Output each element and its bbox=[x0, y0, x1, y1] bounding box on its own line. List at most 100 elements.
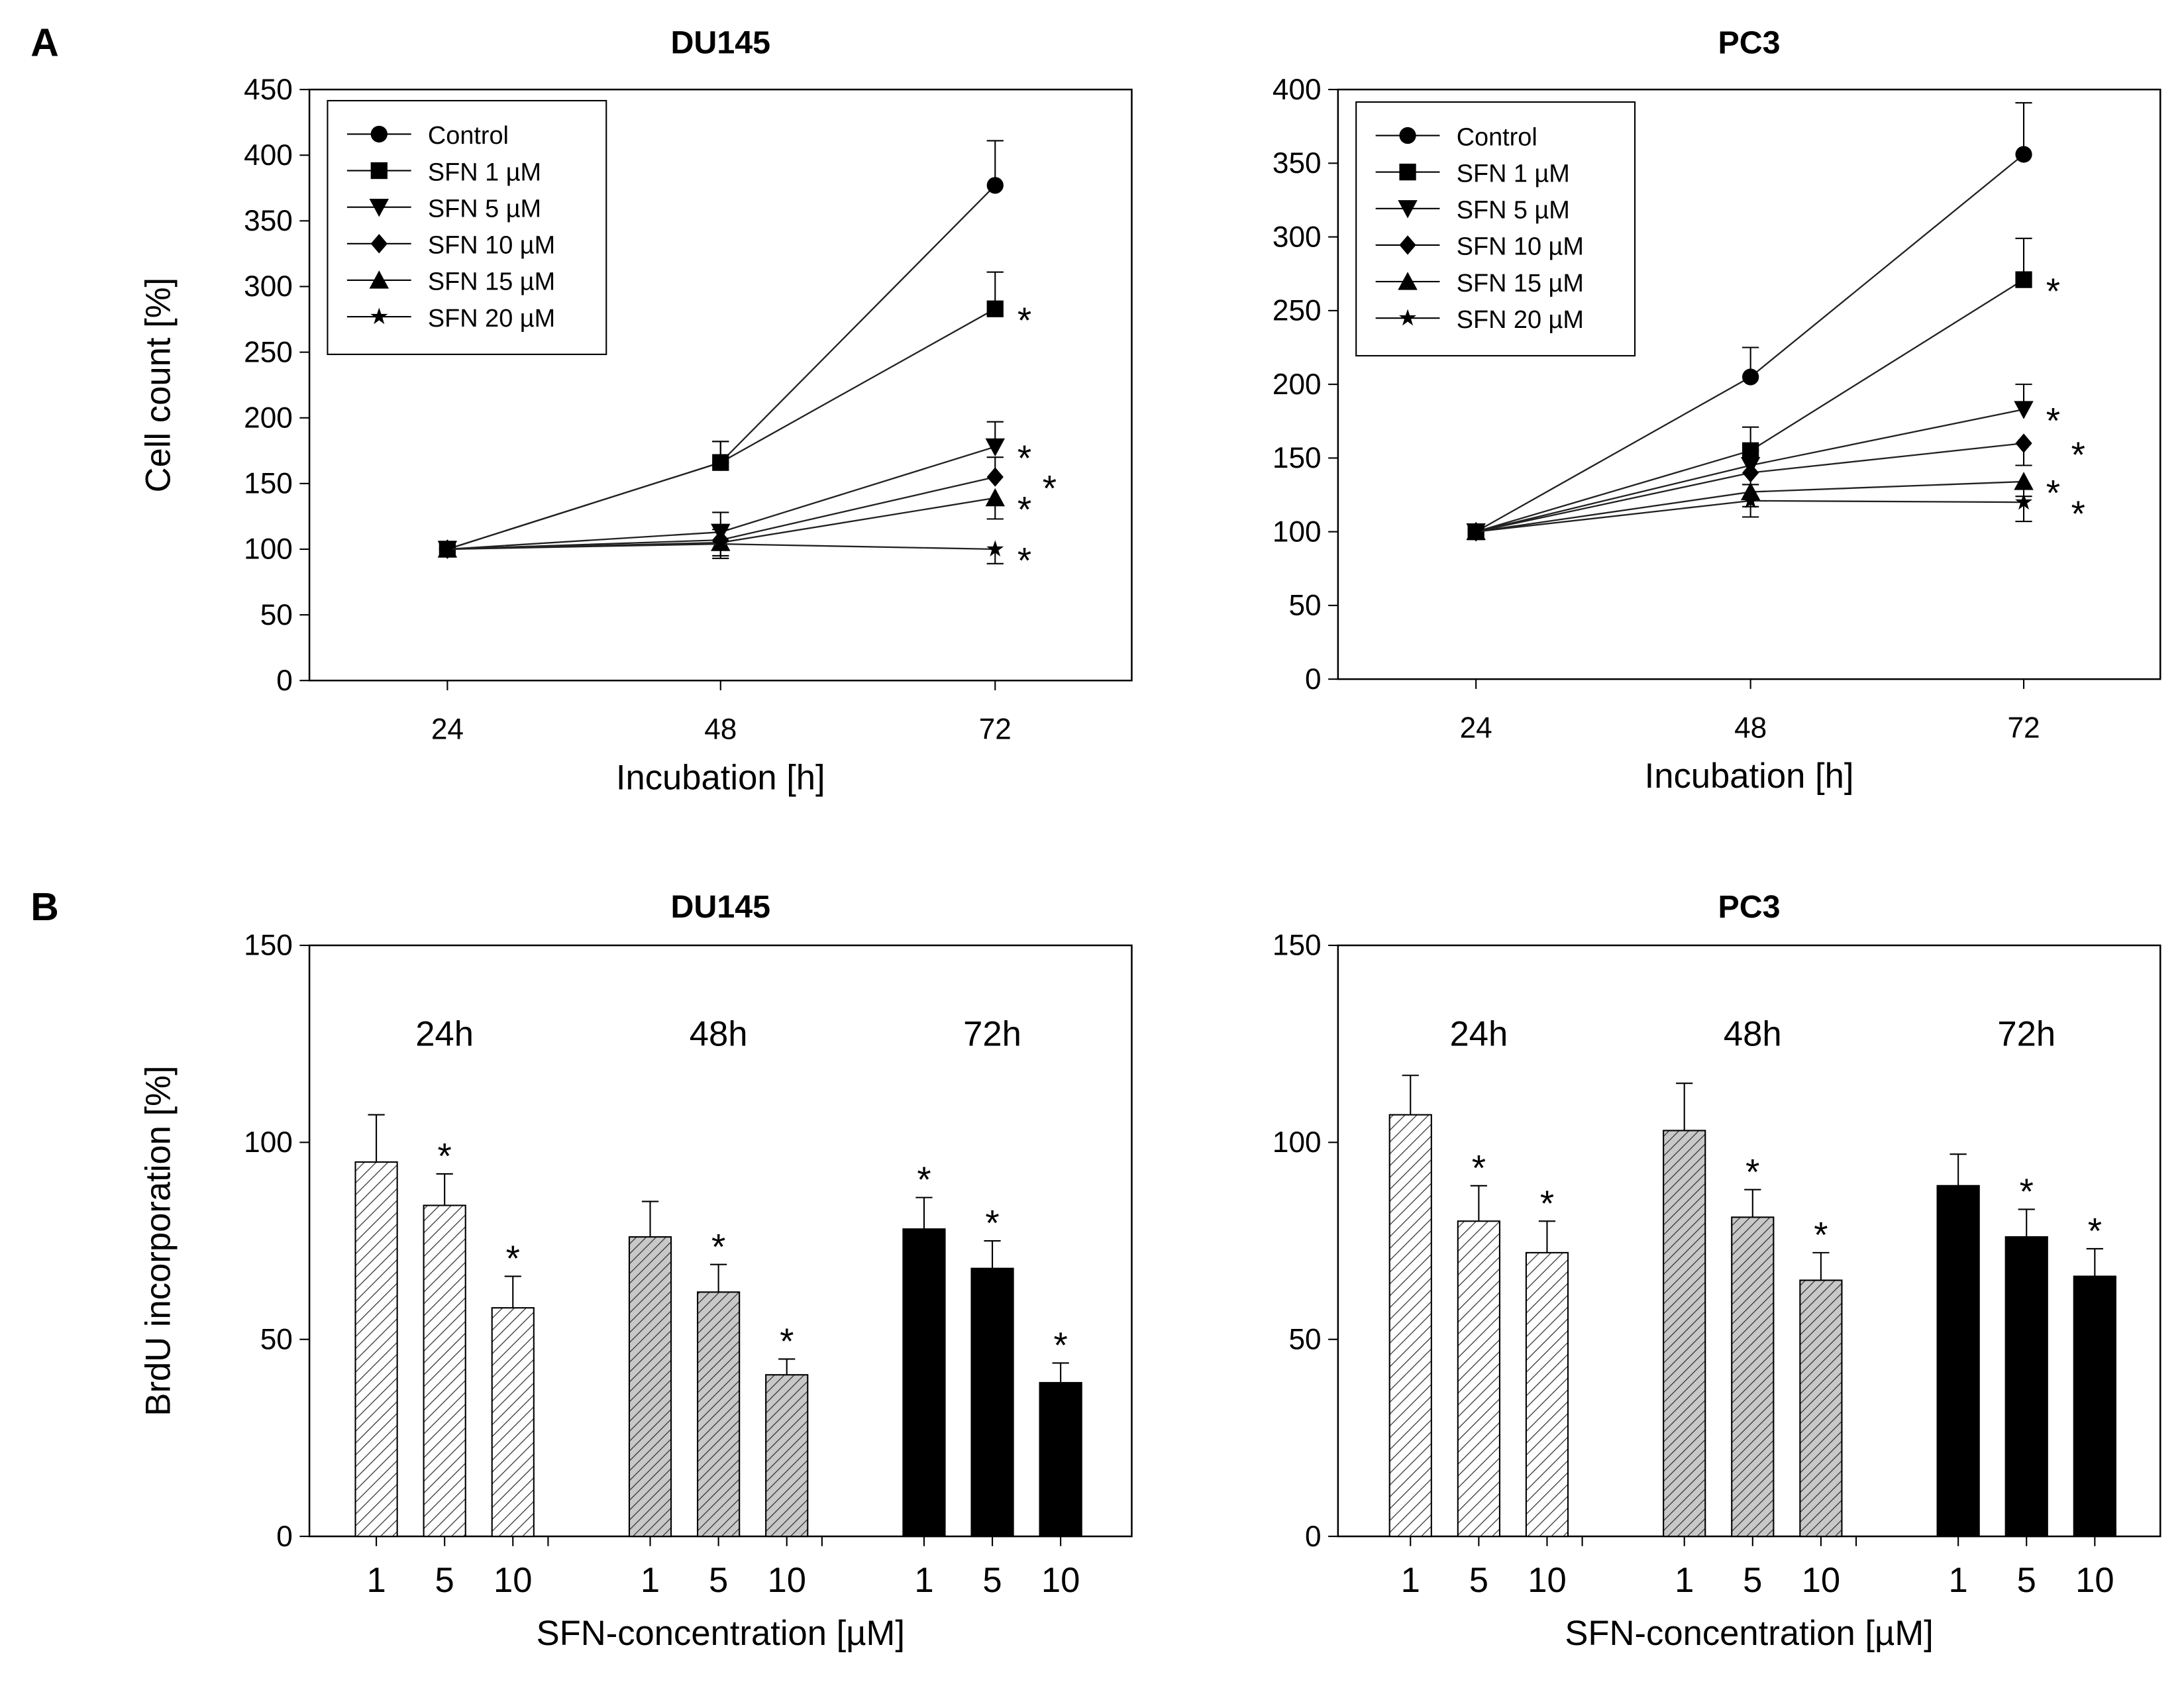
significance-asterisk: * bbox=[711, 1226, 725, 1267]
y-tick-label: 300 bbox=[1273, 221, 1322, 253]
group-label: 24h bbox=[1449, 1014, 1508, 1053]
marker-square bbox=[1399, 164, 1416, 181]
legend-label: SFN 15 µM bbox=[428, 268, 555, 296]
x-tick-label: 1 bbox=[1675, 1561, 1694, 1600]
significance-asterisk: * bbox=[780, 1320, 794, 1361]
y-tick-label: 200 bbox=[244, 401, 293, 434]
series-sfn-5-m: * bbox=[437, 421, 1031, 559]
x-axis-label: Incubation [h] bbox=[1645, 757, 1854, 796]
marker-square bbox=[2015, 271, 2032, 288]
y-tick-label: 300 bbox=[244, 270, 293, 303]
marker-star bbox=[711, 535, 729, 552]
marker-star bbox=[1399, 309, 1417, 326]
marker-circle bbox=[370, 125, 388, 143]
series-sfn-5-m: * bbox=[1466, 384, 2060, 542]
panel-label: B bbox=[30, 886, 59, 929]
y-tick-label: 400 bbox=[244, 139, 293, 172]
marker-square bbox=[712, 454, 729, 471]
series-sfn-20-m: * bbox=[1467, 492, 2085, 539]
marker-circle bbox=[1399, 127, 1416, 144]
marker-triangle-up bbox=[985, 488, 1005, 507]
significance-asterisk: * bbox=[1814, 1214, 1828, 1255]
x-tick-label: 5 bbox=[435, 1561, 454, 1600]
marker-star bbox=[2014, 493, 2033, 510]
legend-label: Control bbox=[1457, 123, 1537, 151]
marker-circle bbox=[986, 177, 1004, 194]
marker-diamond bbox=[1399, 235, 1416, 255]
marker-star bbox=[1467, 523, 1485, 539]
marker-circle bbox=[2015, 146, 2032, 163]
significance-asterisk: * bbox=[1017, 437, 1031, 478]
marker-star bbox=[439, 540, 456, 556]
legend-label: SFN 1 µM bbox=[1457, 160, 1570, 187]
significance-asterisk: * bbox=[506, 1238, 520, 1279]
y-tick-label: 350 bbox=[1273, 147, 1322, 180]
bar bbox=[1936, 1185, 1980, 1538]
significance-asterisk: * bbox=[1472, 1147, 1486, 1188]
y-tick-label: 150 bbox=[244, 929, 293, 962]
chart-title: PC3 bbox=[1718, 889, 1780, 925]
x-axis-label: Incubation [h] bbox=[616, 758, 825, 797]
bar bbox=[423, 1204, 466, 1538]
x-tick-label: 10 bbox=[767, 1561, 806, 1600]
significance-asterisk: * bbox=[2071, 434, 2085, 475]
y-tick-label: 50 bbox=[260, 1323, 293, 1355]
x-tick-label: 1 bbox=[1401, 1561, 1420, 1600]
y-tick-label: 250 bbox=[1273, 295, 1322, 327]
y-tick-label: 350 bbox=[244, 205, 293, 237]
legend-label: SFN 1 µM bbox=[428, 158, 541, 186]
bar-group-48h: 48h 1 * 5 * 10 bbox=[1663, 1014, 1843, 1600]
legend-label: SFN 20 µM bbox=[1457, 306, 1584, 334]
y-tick-label: 0 bbox=[276, 664, 293, 697]
significance-asterisk: * bbox=[438, 1135, 452, 1177]
x-axis-label: SFN-concentration [µM] bbox=[1565, 1614, 1933, 1653]
bar bbox=[1731, 1216, 1775, 1538]
significance-asterisk: * bbox=[1540, 1183, 1554, 1224]
group-label: 48h bbox=[1724, 1014, 1782, 1053]
bar bbox=[628, 1236, 672, 1538]
chart-1: PC3 0 50 100 150 200 250 300 350 400 Incubation [h… bbox=[1273, 25, 2161, 796]
y-tick-label: 250 bbox=[244, 336, 293, 368]
series-sfn-20-m: * bbox=[439, 535, 1031, 581]
y-tick-label: 0 bbox=[1305, 663, 1322, 696]
marker-triangle-down bbox=[985, 438, 1005, 457]
bar bbox=[970, 1267, 1014, 1538]
marker-triangle-down bbox=[2014, 401, 2034, 419]
x-tick-label: 10 bbox=[494, 1561, 533, 1600]
bar bbox=[354, 1161, 398, 1538]
marker-triangle-down bbox=[369, 199, 390, 217]
significance-asterisk: * bbox=[2020, 1171, 2034, 1212]
group-label: 72h bbox=[963, 1014, 1021, 1053]
bar bbox=[1663, 1130, 1706, 1538]
significance-asterisk: * bbox=[2046, 472, 2060, 513]
significance-asterisk: * bbox=[1043, 468, 1057, 509]
y-tick-label: 0 bbox=[1305, 1520, 1322, 1553]
y-tick-label: 50 bbox=[260, 599, 293, 631]
marker-triangle-up bbox=[2014, 472, 2034, 490]
significance-asterisk: * bbox=[1017, 488, 1031, 529]
significance-asterisk: * bbox=[1017, 299, 1031, 341]
significance-asterisk: * bbox=[1017, 540, 1031, 581]
x-tick-label: 5 bbox=[1743, 1561, 1762, 1600]
marker-star bbox=[1742, 492, 1759, 508]
legend-label: SFN 5 µM bbox=[428, 195, 541, 223]
x-tick-label: 24 bbox=[1460, 712, 1492, 744]
x-tick-label: 1 bbox=[641, 1561, 660, 1600]
significance-asterisk: * bbox=[1054, 1324, 1068, 1365]
y-tick-label: 150 bbox=[244, 468, 293, 500]
y-tick-label: 0 bbox=[276, 1520, 293, 1553]
x-tick-label: 10 bbox=[1528, 1561, 1567, 1600]
y-tick-label: 450 bbox=[244, 74, 293, 106]
chart-title: PC3 bbox=[1718, 25, 1780, 60]
marker-square bbox=[986, 300, 1004, 317]
legend-label: SFN 15 µM bbox=[1457, 270, 1584, 297]
bar bbox=[2073, 1275, 2116, 1538]
x-tick-label: 5 bbox=[982, 1561, 1002, 1600]
bar bbox=[1457, 1220, 1500, 1538]
bar-group-24h: 24h 1 * 5 * 10 bbox=[354, 1014, 535, 1600]
x-tick-label: 5 bbox=[709, 1561, 728, 1600]
marker-diamond bbox=[986, 467, 1004, 487]
y-tick-label: 150 bbox=[1273, 929, 1322, 962]
y-tick-label: 100 bbox=[1273, 515, 1322, 548]
